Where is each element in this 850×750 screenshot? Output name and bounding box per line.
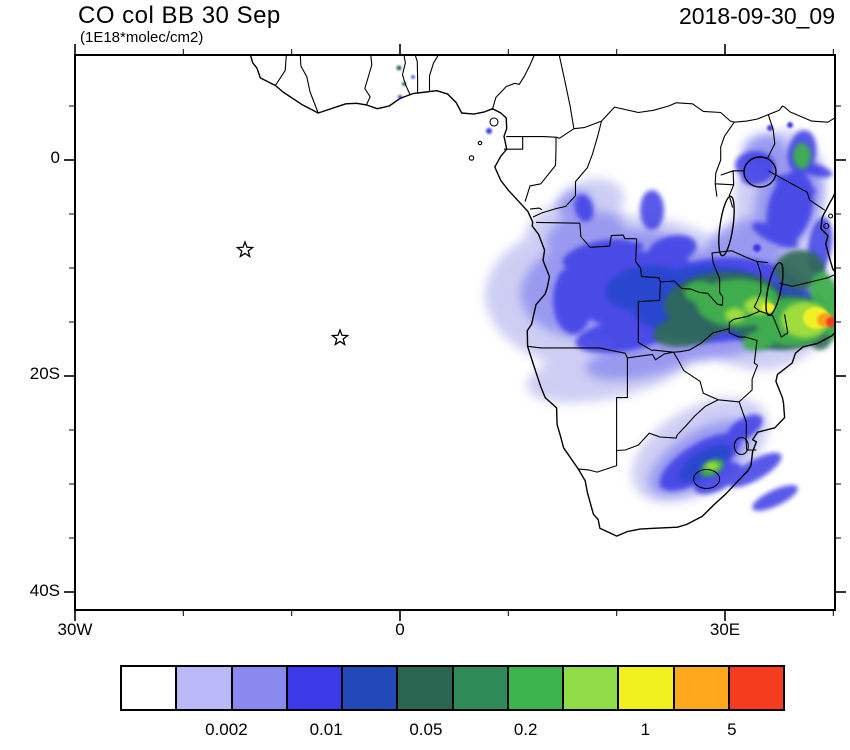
y-axis-label-0: 0: [50, 148, 60, 167]
plot-frame: [74, 54, 836, 611]
colorbar-cell: [285, 667, 341, 709]
colorbar-tick-label: 0.002: [205, 720, 248, 739]
axis-ticks: [64, 44, 846, 621]
colorbar-cell: [451, 667, 507, 709]
islands: [468, 117, 834, 490]
colorbar-cell: [230, 667, 286, 709]
island-principe: [477, 140, 483, 146]
eswatini-border: [733, 436, 749, 456]
plot-units-label: (1E18*molec/cm2): [80, 29, 204, 46]
island-pemba: [828, 213, 834, 219]
y-axis-label-20s: 20S: [29, 364, 60, 383]
colorbar-tick-label: 1: [640, 720, 651, 739]
colorbar-cell: [672, 667, 728, 709]
lake-tanganyika: [718, 195, 735, 257]
island-zanzibar: [823, 222, 830, 230]
lake-victoria: [743, 156, 777, 188]
island-bioko: [489, 117, 499, 127]
plot-title: CO col BB 30 Sep: [78, 2, 281, 29]
colorbar-cell: [341, 667, 397, 709]
colorbar-cell: [122, 667, 176, 709]
co-small-specks: [396, 65, 793, 252]
colorbar-tick-label: 0.05: [409, 720, 443, 739]
africa-coastline: [250, 56, 834, 537]
colorbar-cell: [562, 667, 618, 709]
colorbar-tick-label: 0.01: [309, 720, 343, 739]
island-sao-tome: [468, 155, 475, 161]
colorbar-cell: [727, 667, 783, 709]
x-axis-label-30e: 30E: [709, 620, 741, 639]
x-axis-label-30w: 30W: [57, 620, 93, 639]
y-axis-label-40s: 40S: [29, 581, 60, 600]
lakes: [718, 156, 784, 317]
colorbar-labels: 0.002 0.01 0.05 0.2 1 5: [120, 720, 785, 742]
star-marker-st-helena: [330, 328, 350, 346]
colorbar-cell: [175, 667, 231, 709]
lake-malawi: [765, 261, 784, 317]
x-axis-label-0: 0: [395, 620, 405, 639]
country-borders: [274, 56, 834, 473]
colorbar: [120, 665, 785, 711]
plot-timestamp: 2018-09-30_09: [678, 3, 835, 29]
lesotho-border: [693, 468, 721, 490]
colorbar-cell: [617, 667, 673, 709]
colorbar-cell: [506, 667, 562, 709]
colorbar-cell: [396, 667, 452, 709]
station-markers: [235, 240, 350, 346]
colorbar-tick-label: 5: [727, 720, 737, 739]
star-marker-ascension: [235, 240, 255, 258]
colorbar-tick-label: 0.2: [513, 720, 538, 739]
co-layer-red: [826, 317, 834, 327]
